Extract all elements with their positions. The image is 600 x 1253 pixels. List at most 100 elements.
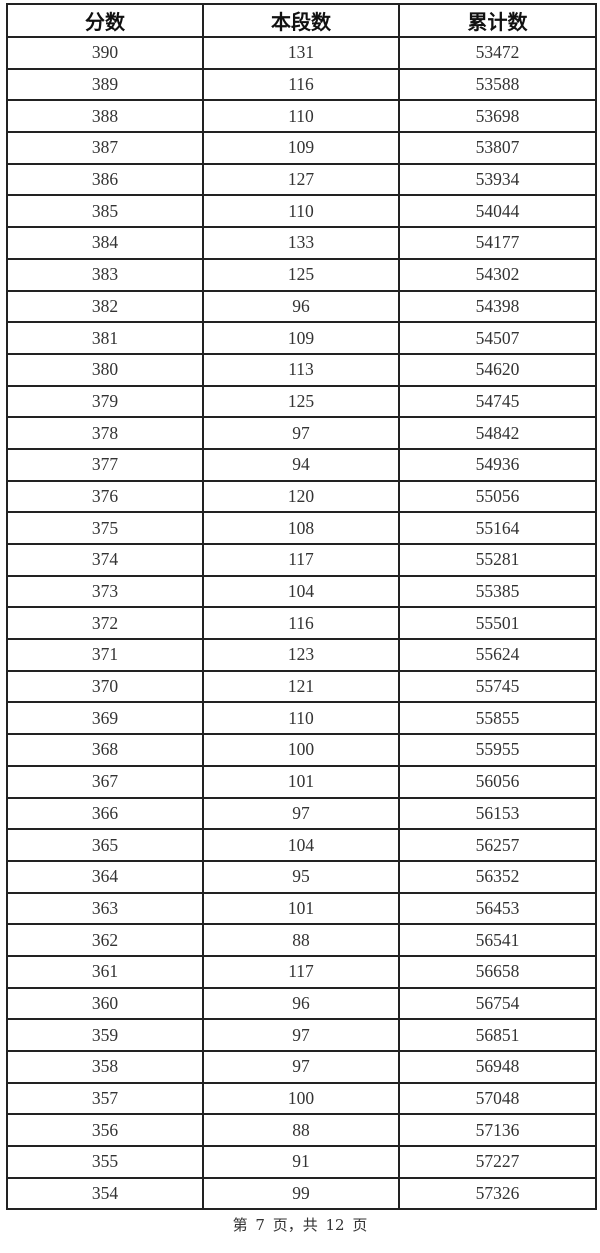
cell-cumulative-count: 55855 xyxy=(398,701,597,736)
cell-segment-count: 97 xyxy=(202,796,400,831)
cell-segment-count: 113 xyxy=(202,352,400,387)
table-row: 371 123 55624 xyxy=(6,638,597,672)
cell-score: 354 xyxy=(6,1176,204,1211)
cell-segment-count: 97 xyxy=(202,1018,400,1052)
cell-cumulative-count: 56948 xyxy=(398,1050,597,1084)
table-row: 374 117 55281 xyxy=(6,543,597,577)
cell-score: 387 xyxy=(6,131,204,165)
cell-segment-count: 97 xyxy=(202,1050,400,1084)
cell-segment-count: 104 xyxy=(202,828,400,862)
table-row: 378 97 54842 xyxy=(6,416,597,450)
header-segment-count: 本段数 xyxy=(202,3,400,38)
cell-segment-count: 110 xyxy=(202,99,400,134)
table-row: 373 104 55385 xyxy=(6,574,597,609)
cell-score: 375 xyxy=(6,511,204,545)
table-row: 355 91 57227 xyxy=(6,1145,597,1179)
table-row: 356 88 57136 xyxy=(6,1113,597,1148)
cell-segment-count: 95 xyxy=(202,859,400,894)
cell-score: 386 xyxy=(6,162,204,197)
cell-segment-count: 117 xyxy=(202,543,400,577)
cell-segment-count: 116 xyxy=(202,606,400,641)
cell-score: 357 xyxy=(6,1081,204,1116)
table-row: 354 99 57326 xyxy=(6,1176,597,1211)
cell-segment-count: 125 xyxy=(202,257,400,292)
cell-segment-count: 123 xyxy=(202,638,400,672)
cell-score: 384 xyxy=(6,226,204,260)
cell-cumulative-count: 55385 xyxy=(398,574,597,609)
cell-segment-count: 97 xyxy=(202,416,400,450)
cell-segment-count: 88 xyxy=(202,923,400,957)
cell-segment-count: 96 xyxy=(202,986,400,1021)
cell-cumulative-count: 54936 xyxy=(398,447,597,482)
cell-score: 356 xyxy=(6,1113,204,1148)
cell-score: 376 xyxy=(6,479,204,514)
cell-segment-count: 127 xyxy=(202,162,400,197)
cell-cumulative-count: 55955 xyxy=(398,733,597,767)
cell-score: 377 xyxy=(6,447,204,482)
cell-cumulative-count: 57227 xyxy=(398,1145,597,1179)
cell-score: 388 xyxy=(6,99,204,134)
cell-segment-count: 131 xyxy=(202,36,400,70)
table-row: 365 104 56257 xyxy=(6,828,597,862)
cell-cumulative-count: 56056 xyxy=(398,764,597,799)
cell-score: 360 xyxy=(6,986,204,1021)
cell-segment-count: 133 xyxy=(202,226,400,260)
cell-score: 389 xyxy=(6,67,204,102)
cell-cumulative-count: 54398 xyxy=(398,289,597,324)
cell-cumulative-count: 55501 xyxy=(398,606,597,641)
cell-cumulative-count: 55281 xyxy=(398,543,597,577)
cell-cumulative-count: 56352 xyxy=(398,859,597,894)
table-row: 369 110 55855 xyxy=(6,701,597,736)
cell-score: 365 xyxy=(6,828,204,862)
header-cumulative-count: 累计数 xyxy=(398,3,597,38)
table-row: 364 95 56352 xyxy=(6,859,597,894)
cell-cumulative-count: 56153 xyxy=(398,796,597,831)
cell-cumulative-count: 56257 xyxy=(398,828,597,862)
table-row: 360 96 56754 xyxy=(6,986,597,1021)
cell-segment-count: 109 xyxy=(202,131,400,165)
cell-score: 355 xyxy=(6,1145,204,1179)
table-row: 387 109 53807 xyxy=(6,131,597,165)
table-header-row: 分数 本段数 累计数 xyxy=(6,3,597,38)
cell-score: 362 xyxy=(6,923,204,957)
cell-score: 382 xyxy=(6,289,204,324)
cell-cumulative-count: 57326 xyxy=(398,1176,597,1211)
cell-score: 380 xyxy=(6,352,204,387)
cell-score: 374 xyxy=(6,543,204,577)
cell-score: 370 xyxy=(6,669,204,704)
cell-cumulative-count: 55624 xyxy=(398,638,597,672)
cell-score: 383 xyxy=(6,257,204,292)
cell-segment-count: 101 xyxy=(202,764,400,799)
cell-score: 372 xyxy=(6,606,204,641)
cell-cumulative-count: 54507 xyxy=(398,321,597,355)
cell-cumulative-count: 55164 xyxy=(398,511,597,545)
table-row: 358 97 56948 xyxy=(6,1050,597,1084)
cell-cumulative-count: 53807 xyxy=(398,131,597,165)
cell-score: 378 xyxy=(6,416,204,450)
table-row: 367 101 56056 xyxy=(6,764,597,799)
table-row: 382 96 54398 xyxy=(6,289,597,324)
table-row: 381 109 54507 xyxy=(6,321,597,355)
cell-score: 381 xyxy=(6,321,204,355)
table-row: 377 94 54936 xyxy=(6,447,597,482)
cell-cumulative-count: 53588 xyxy=(398,67,597,102)
cell-score: 367 xyxy=(6,764,204,799)
cell-segment-count: 96 xyxy=(202,289,400,324)
page-footer: 第 7 页，共 12 页 xyxy=(232,1216,368,1234)
cell-segment-count: 125 xyxy=(202,384,400,419)
cell-segment-count: 110 xyxy=(202,194,400,229)
cell-score: 366 xyxy=(6,796,204,831)
cell-score: 363 xyxy=(6,891,204,926)
table-row: 386 127 53934 xyxy=(6,162,597,197)
cell-cumulative-count: 54842 xyxy=(398,416,597,450)
cell-score: 368 xyxy=(6,733,204,767)
cell-cumulative-count: 54745 xyxy=(398,384,597,419)
table-row: 379 125 54745 xyxy=(6,384,597,419)
cell-cumulative-count: 54044 xyxy=(398,194,597,229)
table-row: 368 100 55955 xyxy=(6,733,597,767)
cell-score: 385 xyxy=(6,194,204,229)
table-row: 388 110 53698 xyxy=(6,99,597,134)
cell-cumulative-count: 55056 xyxy=(398,479,597,514)
cell-segment-count: 121 xyxy=(202,669,400,704)
cell-cumulative-count: 53934 xyxy=(398,162,597,197)
